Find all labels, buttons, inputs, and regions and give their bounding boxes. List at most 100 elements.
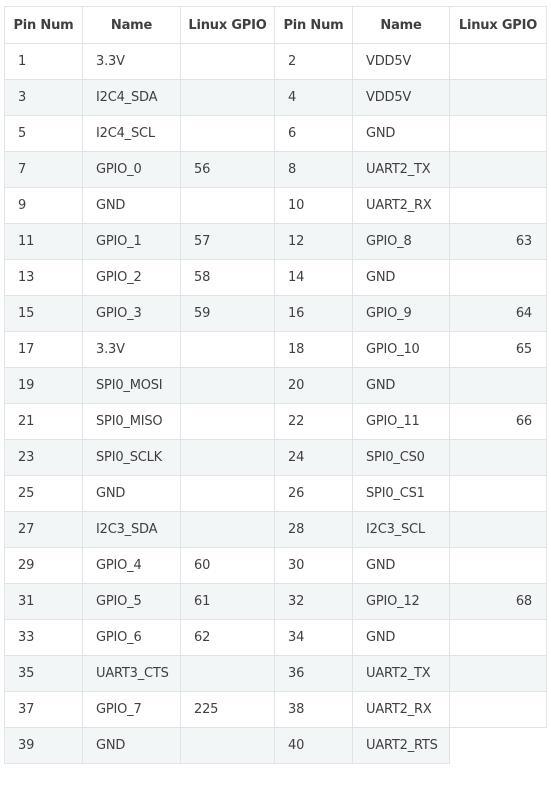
- cell-pin-num-left: 17: [4, 331, 83, 368]
- table-row: 33 GPIO_6 62 34 GND: [4, 619, 547, 656]
- cell-pin-num-right: 32: [274, 583, 353, 620]
- cell-linux-gpio-left: 61: [180, 583, 275, 620]
- cell-pin-num-left: 7: [4, 151, 83, 188]
- table-row: 15 GPIO_3 59 16 GPIO_9 64: [4, 295, 547, 332]
- cell-name-left: GPIO_1: [82, 223, 181, 260]
- cell-name-left: GPIO_0: [82, 151, 181, 188]
- table-row: 1 3.3V 2 VDD5V: [4, 43, 547, 80]
- header-linux-gpio-left: Linux GPIO: [180, 6, 275, 44]
- cell-name-left: GPIO_6: [82, 619, 181, 656]
- cell-linux-gpio-left: [180, 79, 275, 116]
- cell-name-left: GPIO_3: [82, 295, 181, 332]
- cell-name-left: UART3_CTS: [82, 655, 181, 692]
- cell-pin-num-left: 1: [4, 43, 83, 80]
- cell-name-left: GPIO_5: [82, 583, 181, 620]
- cell-name-right: GND: [352, 115, 450, 152]
- cell-linux-gpio-right: [449, 511, 547, 548]
- cell-name-left: GPIO_4: [82, 547, 181, 584]
- header-row: Pin Num Name Linux GPIO Pin Num Name Lin…: [4, 6, 547, 44]
- cell-name-left: I2C4_SDA: [82, 79, 181, 116]
- cell-linux-gpio-right: [449, 79, 547, 116]
- cell-pin-num-left: 35: [4, 655, 83, 692]
- cell-pin-num-right: 40: [274, 727, 353, 764]
- cell-linux-gpio-left: 57: [180, 223, 275, 260]
- pin-table-body: 1 3.3V 2 VDD5V 3 I2C4_SDA 4 VDD5V 5 I2C4_SCL 6 GND 7…: [4, 43, 547, 764]
- cell-name-left: GND: [82, 475, 181, 512]
- cell-name-right: VDD5V: [352, 43, 450, 80]
- cell-pin-num-right: 30: [274, 547, 353, 584]
- cell-name-right: GPIO_10: [352, 331, 450, 368]
- header-name-right: Name: [352, 6, 450, 44]
- table-row: 37 GPIO_7 225 38 UART2_RX: [4, 691, 547, 728]
- cell-linux-gpio-right: [449, 619, 547, 656]
- cell-linux-gpio-right: 63: [449, 223, 547, 260]
- table-row: 21 SPI0_MISO 22 GPIO_11 66: [4, 403, 547, 440]
- cell-linux-gpio-left: 59: [180, 295, 275, 332]
- cell-pin-num-right: 18: [274, 331, 353, 368]
- cell-pin-num-right: 16: [274, 295, 353, 332]
- cell-linux-gpio-right: [449, 475, 547, 512]
- cell-pin-num-right: 26: [274, 475, 353, 512]
- cell-linux-gpio-left: [180, 655, 275, 692]
- cell-linux-gpio-left: [180, 475, 275, 512]
- cell-name-left: 3.3V: [82, 43, 181, 80]
- cell-pin-num-right: 8: [274, 151, 353, 188]
- cell-pin-num-right: 34: [274, 619, 353, 656]
- cell-name-right: GPIO_8: [352, 223, 450, 260]
- cell-linux-gpio-left: [180, 187, 275, 224]
- cell-name-right: GPIO_11: [352, 403, 450, 440]
- cell-pin-num-right: 14: [274, 259, 353, 296]
- cell-name-right: UART2_RX: [352, 691, 450, 728]
- cell-linux-gpio-right: [449, 43, 547, 80]
- cell-linux-gpio-left: 62: [180, 619, 275, 656]
- cell-pin-num-left: 11: [4, 223, 83, 260]
- cell-pin-num-left: 31: [4, 583, 83, 620]
- cell-linux-gpio-right: [449, 439, 547, 476]
- cell-linux-gpio-right: [449, 727, 547, 764]
- cell-linux-gpio-left: 58: [180, 259, 275, 296]
- cell-linux-gpio-left: [180, 115, 275, 152]
- cell-linux-gpio-left: [180, 367, 275, 404]
- cell-name-right: GPIO_12: [352, 583, 450, 620]
- cell-name-left: GND: [82, 187, 181, 224]
- cell-name-right: GND: [352, 619, 450, 656]
- cell-name-right: GND: [352, 259, 450, 296]
- cell-name-right: SPI0_CS1: [352, 475, 450, 512]
- cell-name-right: UART2_RX: [352, 187, 450, 224]
- cell-pin-num-right: 12: [274, 223, 353, 260]
- table-row: 13 GPIO_2 58 14 GND: [4, 259, 547, 296]
- header-linux-gpio-right: Linux GPIO: [449, 6, 547, 44]
- table-row: 7 GPIO_0 56 8 UART2_TX: [4, 151, 547, 188]
- table-row: 17 3.3V 18 GPIO_10 65: [4, 331, 547, 368]
- cell-pin-num-right: 28: [274, 511, 353, 548]
- cell-pin-num-right: 6: [274, 115, 353, 152]
- table-row: 29 GPIO_4 60 30 GND: [4, 547, 547, 584]
- cell-linux-gpio-right: [449, 115, 547, 152]
- table-row: 39 GND 40 UART2_RTS: [4, 727, 547, 764]
- cell-pin-num-left: 25: [4, 475, 83, 512]
- cell-name-left: I2C4_SCL: [82, 115, 181, 152]
- cell-linux-gpio-right: [449, 691, 547, 728]
- cell-name-left: I2C3_SDA: [82, 511, 181, 548]
- cell-linux-gpio-right: 65: [449, 331, 547, 368]
- cell-pin-num-left: 19: [4, 367, 83, 404]
- cell-name-right: SPI0_CS0: [352, 439, 450, 476]
- cell-name-right: GND: [352, 367, 450, 404]
- cell-pin-num-right: 38: [274, 691, 353, 728]
- cell-linux-gpio-left: 60: [180, 547, 275, 584]
- cell-name-right: UART2_TX: [352, 655, 450, 692]
- cell-pin-num-left: 21: [4, 403, 83, 440]
- cell-pin-num-right: 2: [274, 43, 353, 80]
- cell-pin-num-right: 10: [274, 187, 353, 224]
- cell-name-left: SPI0_SCLK: [82, 439, 181, 476]
- table-row: 5 I2C4_SCL 6 GND: [4, 115, 547, 152]
- cell-pin-num-left: 9: [4, 187, 83, 224]
- cell-name-left: GPIO_2: [82, 259, 181, 296]
- cell-pin-num-right: 24: [274, 439, 353, 476]
- cell-pin-num-left: 39: [4, 727, 83, 764]
- cell-name-left: 3.3V: [82, 331, 181, 368]
- table-row: 19 SPI0_MOSI 20 GND: [4, 367, 547, 404]
- cell-pin-num-right: 20: [274, 367, 353, 404]
- cell-linux-gpio-right: 68: [449, 583, 547, 620]
- cell-linux-gpio-left: [180, 331, 275, 368]
